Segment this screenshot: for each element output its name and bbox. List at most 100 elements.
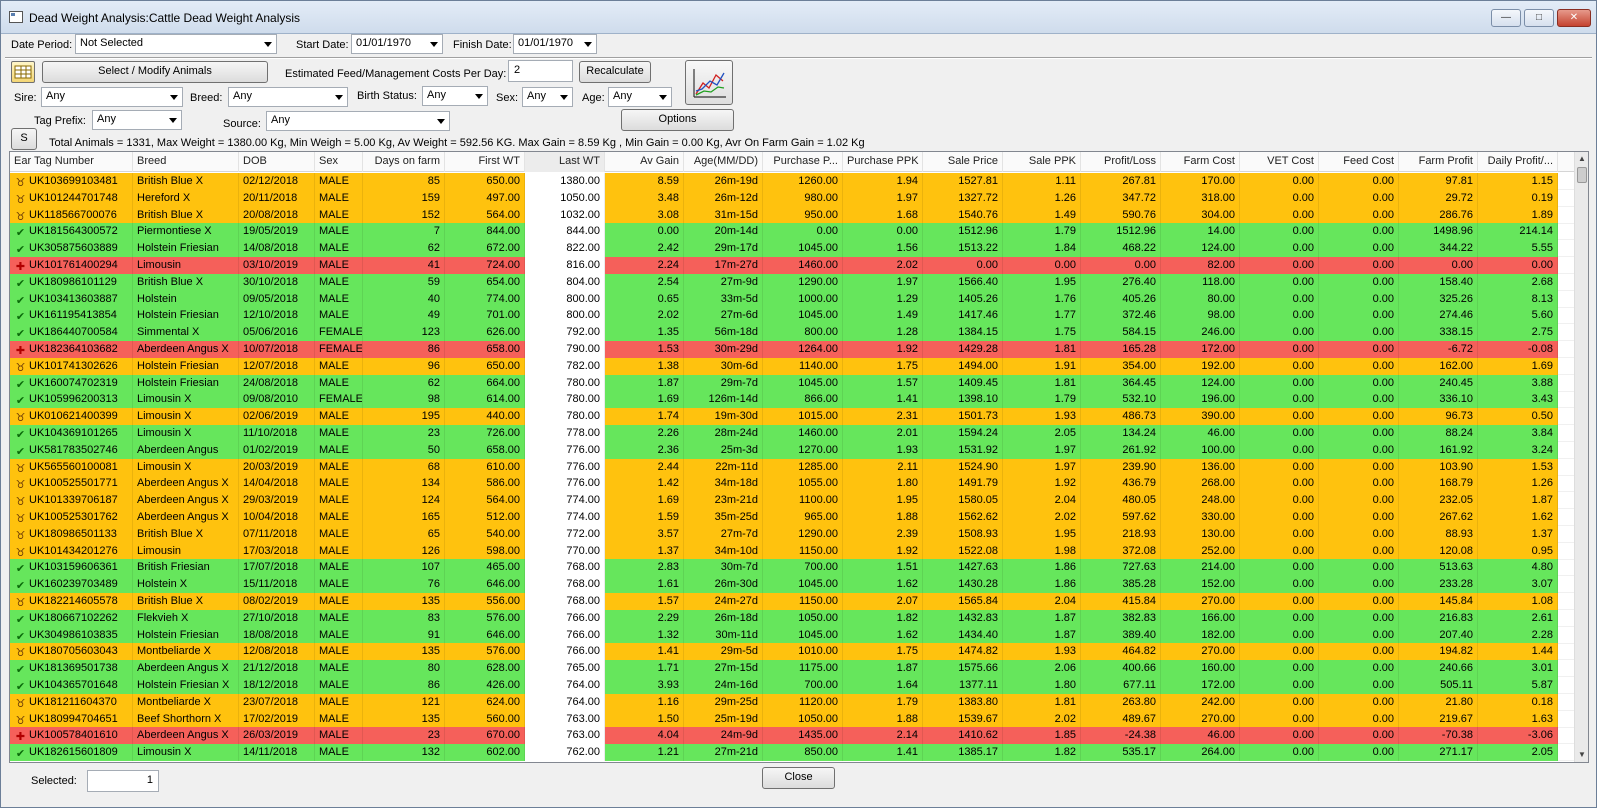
table-row[interactable]: ✔ UK181369501738 Aberdeen Angus X 21/12/201…: [10, 660, 1575, 678]
scroll-thumb[interactable]: [1577, 167, 1587, 183]
s-button[interactable]: S: [11, 128, 37, 150]
date-period-select[interactable]: Not Selected: [75, 34, 277, 54]
table-row[interactable]: ✔ UK103159606361 British Friesian 17/07/201…: [10, 559, 1575, 577]
est-costs-input[interactable]: 2: [508, 60, 573, 82]
table-row[interactable]: ♉ UK100525301762 Aberdeen Angus X 10/04/201…: [10, 509, 1575, 526]
column-header-first-wt[interactable]: First WT: [445, 152, 525, 172]
column-header-breed[interactable]: Breed: [133, 152, 239, 172]
table-row[interactable]: ✔ UK103413603887 Holstein 09/05/2018 MALE 40 7…: [10, 290, 1575, 308]
cell-profit-loss: 276.40: [1081, 273, 1161, 291]
table-row[interactable]: ♉ UK010621400399 Limousin X 02/06/2019 MALE 1…: [10, 408, 1575, 426]
column-header-ear-tag[interactable]: Ear Tag Number: [10, 152, 133, 172]
cell-farm-cost: 246.00: [1161, 324, 1240, 342]
minimize-button[interactable]: —: [1491, 9, 1521, 27]
column-header-age[interactable]: Age(MM/DD): [684, 152, 763, 172]
column-header-sale-price[interactable]: Sale Price: [923, 152, 1003, 172]
cell-profit-loss: 400.66: [1081, 660, 1161, 678]
close-window-button[interactable]: ✕: [1557, 9, 1591, 27]
column-header-sex[interactable]: Sex: [315, 152, 363, 172]
cell-last-wt: 768.00: [525, 593, 605, 610]
table-row[interactable]: ♉ UK101244701748 Hereford X 20/11/2018 MALE 1…: [10, 189, 1575, 207]
table-row[interactable]: ♉ UK101339706187 Aberdeen Angus X 29/03/201…: [10, 492, 1575, 510]
cell-first-wt: 576.00: [445, 609, 525, 627]
table-row[interactable]: ♉ UK565560100081 Limousin X 20/03/2019 MALE 6…: [10, 458, 1575, 476]
column-header-days-on-farm[interactable]: Days on farm: [363, 152, 445, 172]
table-row[interactable]: ♉ UK103699103481 British Blue X 02/12/2018 M…: [10, 173, 1575, 190]
table-row[interactable]: ✔ UK104369101265 Limousin X 11/10/2018 MALE 2…: [10, 425, 1575, 442]
table-row[interactable]: ✔ UK304986103835 Holstein Friesian 18/08/20…: [10, 626, 1575, 644]
column-header-farm-profit[interactable]: Farm Profit: [1399, 152, 1478, 172]
table-row[interactable]: ♉ UK180994704651 Beef Shorthorn X 17/02/201…: [10, 710, 1575, 728]
birth-status-select[interactable]: Any: [422, 86, 488, 106]
recalculate-button[interactable]: Recalculate: [579, 61, 651, 83]
cell-profit-loss: -24.38: [1081, 727, 1161, 745]
table-row[interactable]: ♉ UK182214605578 British Blue X 08/02/2019 M…: [10, 593, 1575, 610]
cell-dob: 09/08/2010: [239, 391, 315, 409]
cell-dob: 27/10/2018: [239, 609, 315, 627]
cell-sex: FEMALE: [315, 324, 363, 342]
sex-select[interactable]: Any: [522, 87, 573, 107]
table-row[interactable]: ✔ UK105996200313 Limousin X 09/08/2010 FEMAL…: [10, 391, 1575, 409]
table-row[interactable]: ✔ UK305875603889 Holstein Friesian 14/08/20…: [10, 240, 1575, 258]
sire-select[interactable]: Any: [41, 87, 183, 107]
table-row[interactable]: ✔ UK160074702319 Holstein Friesian 24/08/20…: [10, 374, 1575, 392]
vertical-scrollbar[interactable]: ▲ ▼: [1574, 152, 1588, 762]
chart-button[interactable]: [685, 60, 733, 105]
cell-ear-tag: ✔ UK180667102262: [10, 609, 133, 627]
column-header-dob[interactable]: DOB: [239, 152, 315, 172]
table-row[interactable]: ♉ UK100525501771 Aberdeen Angus X 14/04/201…: [10, 475, 1575, 493]
table-row[interactable]: ✚ UK100578401610 Aberdeen Angus X 26/03/201…: [10, 727, 1575, 745]
table-row[interactable]: ♉ UK181211604370 Montbeliarde X 23/07/2018 M…: [10, 693, 1575, 711]
breed-select[interactable]: Any: [228, 87, 348, 107]
age-select[interactable]: Any: [608, 87, 672, 107]
table-row[interactable]: ✔ UK181564300572 Piermontiese X 19/05/2019 M…: [10, 223, 1575, 241]
column-header-sale-ppk[interactable]: Sale PPK: [1003, 152, 1081, 172]
finish-date-picker[interactable]: 01/01/1970: [513, 34, 597, 54]
table-row[interactable]: ♉ UK180986501133 British Blue X 07/11/2018 M…: [10, 525, 1575, 543]
table-row[interactable]: ✔ UK186440700584 Simmental X 05/06/2016 FEMA…: [10, 324, 1575, 342]
cell-purchase-price: 1264.00: [763, 341, 843, 358]
column-header-feed-cost[interactable]: Feed Cost: [1319, 152, 1399, 172]
column-header-vet-cost[interactable]: VET Cost: [1240, 152, 1319, 172]
grid-view-button[interactable]: [11, 61, 35, 83]
tag-prefix-select[interactable]: Any: [92, 110, 182, 130]
column-header-last-wt[interactable]: Last WT: [525, 152, 605, 172]
table-row[interactable]: ✔ UK180986101129 British Blue X 30/10/2018 M…: [10, 273, 1575, 291]
table-row[interactable]: ✔ UK581783502746 Aberdeen Angus 01/02/2019 M…: [10, 441, 1575, 459]
scroll-down-icon[interactable]: ▼: [1578, 750, 1586, 759]
table-row[interactable]: ✔ UK160239703489 Holstein X 15/11/2018 MALE 7…: [10, 576, 1575, 594]
cell-first-wt: 497.00: [445, 189, 525, 207]
cell-first-wt: 602.00: [445, 744, 525, 762]
table-row[interactable]: ✔ UK182615601809 Limousin X 14/11/2018 MALE 1…: [10, 744, 1575, 762]
table-row[interactable]: ♉ UK101434201276 Limousin 17/03/2018 MALE 126…: [10, 542, 1575, 560]
cell-purchase-price: 1285.00: [763, 458, 843, 476]
table-row[interactable]: ✚ UK101761400294 Limousin 03/10/2019 MALE 41 7…: [10, 257, 1575, 274]
options-button[interactable]: Options: [621, 109, 734, 131]
table-row[interactable]: ♉ UK118566700076 British Blue X 20/08/2018 M…: [10, 206, 1575, 224]
table-row[interactable]: ✔ UK180667102262 Flekvieh X 27/10/2018 MALE 8…: [10, 609, 1575, 627]
column-header-purchase-price[interactable]: Purchase P...: [763, 152, 843, 172]
table-row[interactable]: ✔ UK161195413854 Holstein Friesian 12/10/20…: [10, 307, 1575, 325]
column-header-farm-cost[interactable]: Farm Cost: [1161, 152, 1240, 172]
table-row[interactable]: ♉ UK101741302626 Holstein Friesian 12/07/20…: [10, 357, 1575, 375]
maximize-button[interactable]: □: [1524, 9, 1554, 27]
scroll-up-icon[interactable]: ▲: [1578, 154, 1586, 163]
column-header-purchase-ppk[interactable]: Purchase PPK: [843, 152, 923, 172]
cell-breed: Simmental X: [133, 324, 239, 342]
cell-first-wt: 672.00: [445, 240, 525, 258]
cell-purchase-ppk: 2.01: [843, 425, 923, 442]
column-header-profit-loss[interactable]: Profit/Loss: [1081, 152, 1161, 172]
cell-last-wt: 816.00: [525, 257, 605, 274]
select-modify-animals-button[interactable]: Select / Modify Animals: [42, 61, 268, 83]
table-row[interactable]: ✔ UK104365701648 Holstein Friesian X 18/12/…: [10, 677, 1575, 694]
column-header-av-gain[interactable]: Av Gain: [605, 152, 684, 172]
source-select[interactable]: Any: [266, 111, 450, 131]
cell-purchase-ppk: 1.75: [843, 357, 923, 375]
table-row[interactable]: ✚ UK182364103682 Aberdeen Angus X 10/07/201…: [10, 341, 1575, 358]
close-button[interactable]: Close: [762, 767, 835, 789]
start-date-picker[interactable]: 01/01/1970: [351, 34, 443, 54]
column-header-daily-profit[interactable]: Daily Profit/...: [1478, 152, 1558, 172]
table-row[interactable]: ♉ UK180705603043 Montbeliarde X 12/08/2018 M…: [10, 643, 1575, 661]
cell-breed: Montbeliarde X: [133, 693, 239, 711]
cell-vet-cost: 0.00: [1240, 677, 1319, 694]
